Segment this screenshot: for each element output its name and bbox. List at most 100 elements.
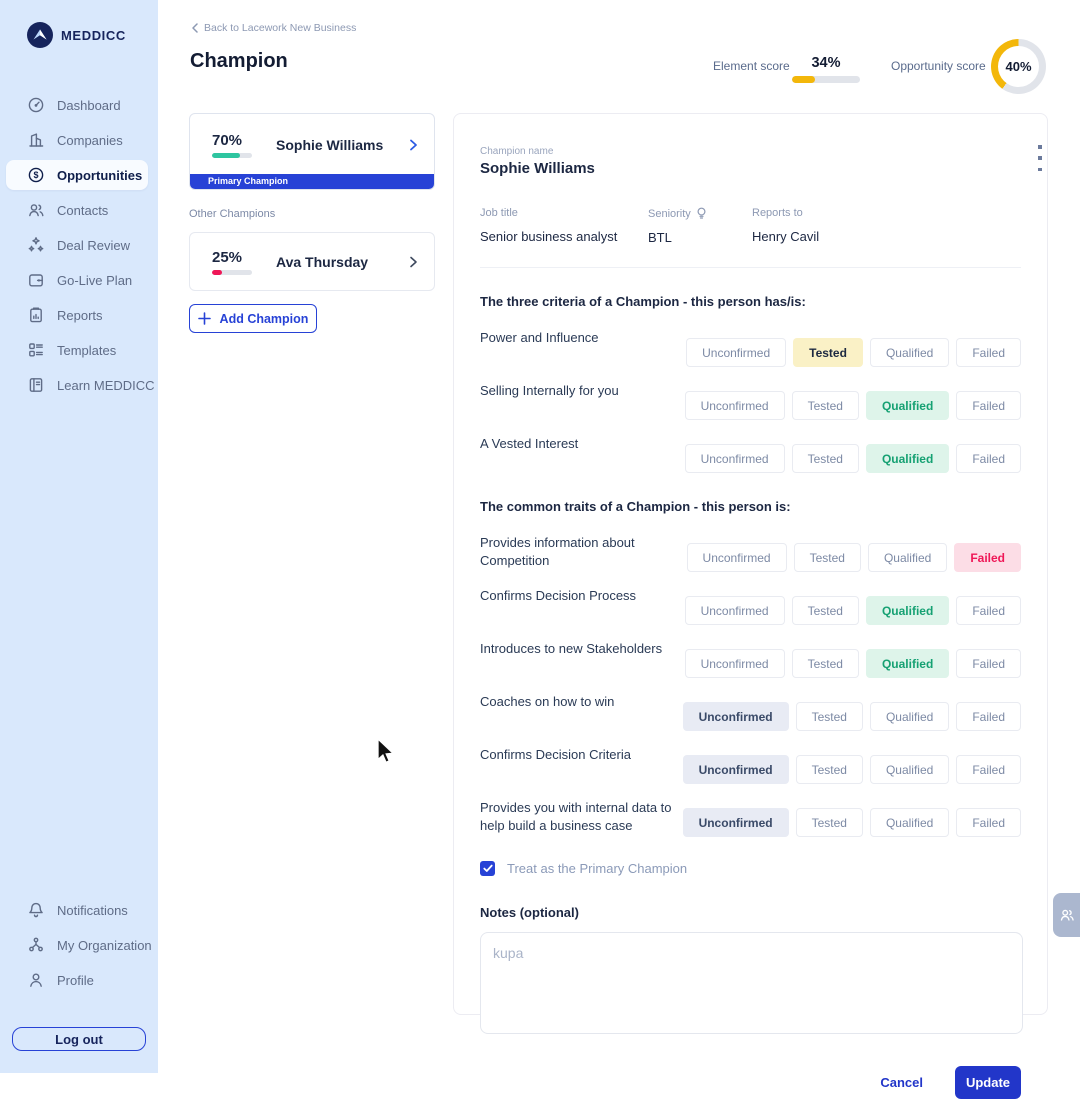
sidebar-item-reports[interactable]: Reports	[0, 300, 148, 330]
sidebar-item-go-live-plan[interactable]: Go-Live Plan	[0, 265, 148, 295]
update-button[interactable]: Update	[955, 1066, 1021, 1099]
status-tested-button[interactable]: Tested	[795, 808, 863, 837]
job-title-value: Senior business analyst	[480, 229, 618, 244]
sidebar-item-learn-meddicc[interactable]: Learn MEDDICC	[0, 370, 155, 400]
status-unconfirmed-button[interactable]: Unconfirmed	[686, 543, 787, 572]
sidebar-item-notifications[interactable]: Notifications	[0, 895, 148, 925]
notes-input[interactable]	[480, 932, 1023, 1034]
status-failed-button[interactable]: Failed	[956, 755, 1021, 784]
add-champion-label: Add Champion	[219, 311, 309, 326]
sidebar-item-my-organization[interactable]: My Organization	[0, 930, 152, 960]
criterion-row-a-vested-interest: A Vested Interest Unconfirmed Tested Qualif…	[480, 432, 1021, 473]
opportunity-score-label: Opportunity score	[891, 59, 986, 73]
sidebar-item-opportunities[interactable]: $ Opportunities	[6, 160, 148, 190]
seniority-value: BTL	[648, 230, 672, 245]
status-unconfirmed-button[interactable]: Unconfirmed	[686, 338, 787, 367]
my-organization-icon	[27, 936, 45, 954]
status-tested-button[interactable]: Tested	[791, 444, 859, 473]
sidebar-item-dashboard[interactable]: Dashboard	[0, 90, 148, 120]
sidebar-item-label: Companies	[57, 132, 123, 148]
status-unconfirmed-button[interactable]: Unconfirmed	[684, 649, 785, 678]
primary-champion-checkbox[interactable]	[480, 861, 495, 876]
criterion-row-introduces-to-new-stakeholders: Introduces to new Stakeholders Unconfirme…	[480, 637, 1021, 678]
primary-champion-card[interactable]: 70% Sophie Williams Primary Champion	[189, 113, 435, 190]
status-tested-button[interactable]: Tested	[791, 391, 859, 420]
status-failed-button[interactable]: Failed	[956, 649, 1021, 678]
element-score-bar	[792, 76, 860, 83]
status-tested-button[interactable]: Tested	[791, 596, 859, 625]
champion-score: 25%	[212, 248, 243, 266]
sidebar-item-profile[interactable]: Profile	[0, 965, 148, 995]
sidebar-item-companies[interactable]: Companies	[0, 125, 148, 155]
status-unconfirmed-button[interactable]: Unconfirmed	[684, 596, 785, 625]
status-tested-button[interactable]: Tested	[791, 649, 859, 678]
champion-score-bar	[212, 269, 252, 275]
other-champion-card[interactable]: 25% Ava Thursday	[189, 232, 435, 291]
status-tested-button[interactable]: Tested	[793, 543, 861, 572]
status-unconfirmed-button[interactable]: Unconfirmed	[682, 702, 789, 731]
sidebar-item-contacts[interactable]: Contacts	[0, 195, 148, 225]
status-unconfirmed-button[interactable]: Unconfirmed	[682, 755, 789, 784]
status-failed-button[interactable]: Failed	[956, 808, 1021, 837]
section-heading: The three criteria of a Champion - this …	[480, 294, 806, 309]
sidebar-item-label: Deal Review	[57, 237, 130, 253]
sidebar-item-label: Templates	[57, 342, 117, 358]
sidebar-footer: Notifications My Organization Profile Log …	[0, 895, 158, 1073]
status-unconfirmed-button[interactable]: Unconfirmed	[684, 391, 785, 420]
status-unconfirmed-button[interactable]: Unconfirmed	[682, 808, 789, 837]
champion-name-label: Champion name	[480, 146, 554, 157]
logout-button[interactable]: Log out	[12, 1027, 146, 1051]
sidebar-item-label: Learn MEDDICC	[57, 377, 155, 393]
more-options-button[interactable]	[1032, 145, 1048, 171]
contacts-icon	[27, 201, 45, 219]
status-qualified-button[interactable]: Qualified	[869, 338, 950, 367]
status-button-group: Unconfirmed Tested Qualified Failed	[686, 338, 1021, 367]
dashboard-icon	[27, 96, 45, 114]
profile-icon	[27, 971, 45, 989]
status-qualified-button[interactable]: Qualified	[865, 444, 950, 473]
status-qualified-button[interactable]: Qualified	[865, 596, 950, 625]
status-failed-button[interactable]: Failed	[956, 596, 1021, 625]
status-button-group: Unconfirmed Tested Qualified Failed	[682, 808, 1021, 837]
sidebar: MEDDICC Dashboard Companies $ Opportunities…	[0, 0, 158, 1073]
cancel-button[interactable]: Cancel	[880, 1075, 923, 1090]
contacts-drawer-handle[interactable]	[1053, 893, 1080, 937]
status-qualified-button[interactable]: Qualified	[867, 543, 948, 572]
sidebar-nav: Dashboard Companies $ Opportunities Contacts…	[0, 90, 158, 405]
status-qualified-button[interactable]: Qualified	[869, 808, 950, 837]
criterion-label: Coaches on how to win	[480, 694, 615, 709]
opportunity-score-ring: 40%	[991, 39, 1046, 94]
status-failed-button[interactable]: Failed	[956, 391, 1021, 420]
section-heading: The common traits of a Champion - this p…	[480, 499, 791, 514]
seniority-label: Seniority	[648, 207, 691, 220]
status-qualified-button[interactable]: Qualified	[869, 702, 950, 731]
champion-card-name: Ava Thursday	[276, 253, 369, 270]
status-qualified-button[interactable]: Qualified	[869, 755, 950, 784]
champion-card-name: Sophie Williams	[276, 137, 384, 153]
status-qualified-button[interactable]: Qualified	[865, 649, 950, 678]
status-failed-button[interactable]: Failed	[954, 543, 1021, 572]
meddicc-logo-icon	[27, 22, 53, 48]
status-failed-button[interactable]: Failed	[956, 338, 1021, 367]
reports-to-value: Henry Cavil	[752, 229, 820, 244]
status-qualified-button[interactable]: Qualified	[865, 391, 950, 420]
status-failed-button[interactable]: Failed	[956, 702, 1021, 731]
sidebar-item-templates[interactable]: Templates	[0, 335, 148, 365]
primary-champion-checkbox-row: Treat as the Primary Champion	[480, 861, 1021, 876]
sidebar-item-deal-review[interactable]: Deal Review	[0, 230, 148, 260]
add-champion-button[interactable]: Add Champion	[189, 304, 317, 333]
status-unconfirmed-button[interactable]: Unconfirmed	[684, 444, 785, 473]
back-link[interactable]: Back to Lacework New Business	[191, 22, 356, 34]
opportunity-score-value: 40%	[998, 46, 1039, 87]
criterion-row-confirms-decision-criteria: Confirms Decision Criteria Unconfirmed Tes…	[480, 743, 1021, 784]
divider	[480, 267, 1021, 268]
status-tested-button[interactable]: Tested	[795, 755, 863, 784]
deal-review-icon	[27, 236, 45, 254]
criterion-label: Introduces to new Stakeholders	[480, 641, 663, 656]
status-tested-button[interactable]: Tested	[793, 338, 863, 367]
primary-champion-badge: Primary Champion	[190, 174, 434, 189]
status-tested-button[interactable]: Tested	[795, 702, 863, 731]
criterion-row-confirms-decision-process: Confirms Decision Process Unconfirmed Test…	[480, 584, 1021, 625]
status-failed-button[interactable]: Failed	[956, 444, 1021, 473]
element-score-label: Element score	[713, 59, 790, 73]
